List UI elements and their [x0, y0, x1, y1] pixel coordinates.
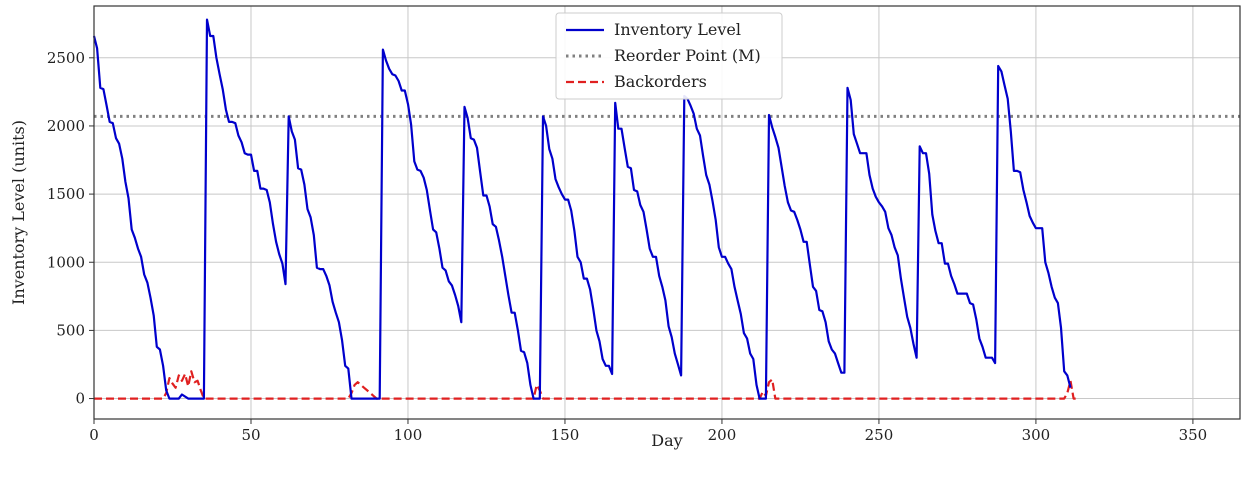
plot-area	[92, 18, 1240, 400]
y-tick-label-0: 0	[75, 390, 85, 408]
x-tick-label-5: 250	[865, 426, 894, 444]
legend-label-0: Inventory Level	[614, 20, 741, 39]
x-tick-label-3: 150	[551, 426, 580, 444]
series-line-2	[94, 370, 1077, 400]
y-tick-label-5: 2500	[47, 49, 85, 67]
x-tick-label-7: 350	[1179, 426, 1208, 444]
legend-label-2: Backorders	[614, 72, 707, 91]
x-tick-label-1: 50	[241, 426, 260, 444]
x-tick-label-6: 300	[1022, 426, 1051, 444]
plot-frame	[93, 5, 1241, 420]
y-tick-label-3: 1500	[47, 185, 85, 203]
series-line-0	[92, 18, 1072, 400]
legend: Inventory Level Reorder Point (M) Backorde…	[555, 12, 783, 100]
y-tick-label-4: 2000	[47, 117, 85, 135]
x-tick-label-2: 100	[394, 426, 423, 444]
legend-label-1: Reorder Point (M)	[614, 46, 761, 65]
y-tick-label-1: 500	[56, 321, 85, 339]
x-axis-ticks: 0 50 100 150 200 250 300 350	[89, 419, 1207, 444]
y-axis-ticks: 0 500 1000 1500 2000 2500	[47, 49, 94, 408]
y-axis-label: Inventory Level (units)	[9, 120, 28, 305]
legend-box	[555, 12, 783, 100]
y-tick-label-2: 1000	[47, 253, 85, 271]
x-tick-label-4: 200	[708, 426, 737, 444]
x-tick-label-0: 0	[89, 426, 99, 444]
x-axis-label: Day	[651, 431, 682, 450]
